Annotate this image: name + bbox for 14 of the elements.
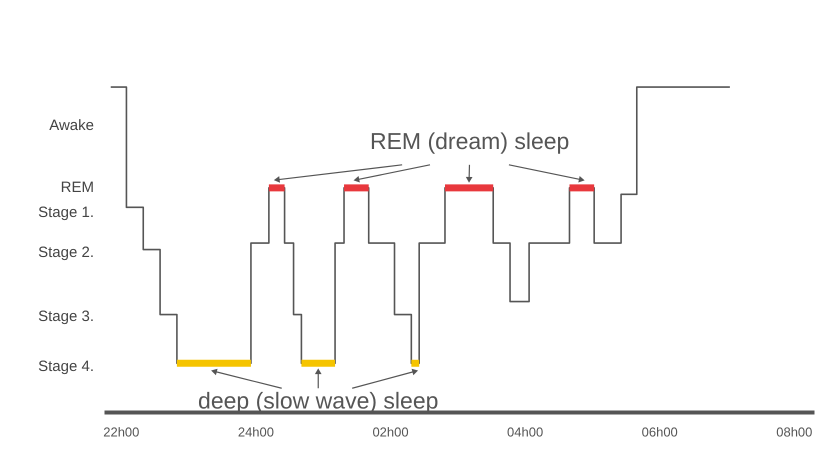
text: Stage 4.	[38, 358, 94, 375]
x-tick-label: 02h00	[372, 424, 409, 440]
annotation: REM (dream) sleep	[370, 128, 570, 154]
text: Stage 3.	[38, 308, 94, 325]
x-tick-label: 06h00	[642, 424, 678, 440]
text: Awake	[49, 117, 94, 134]
x-tick-label: 04h00	[507, 424, 544, 440]
text: REM	[60, 179, 94, 196]
x-tick-label: 08h00	[776, 424, 812, 440]
annotation: deep (slow wave) sleep	[198, 387, 438, 414]
x-tick-label: 22h00	[103, 424, 140, 440]
x-tick-label: 24h00	[238, 424, 274, 440]
text: Stage 1.	[38, 204, 94, 221]
text: Stage 2.	[38, 244, 94, 261]
